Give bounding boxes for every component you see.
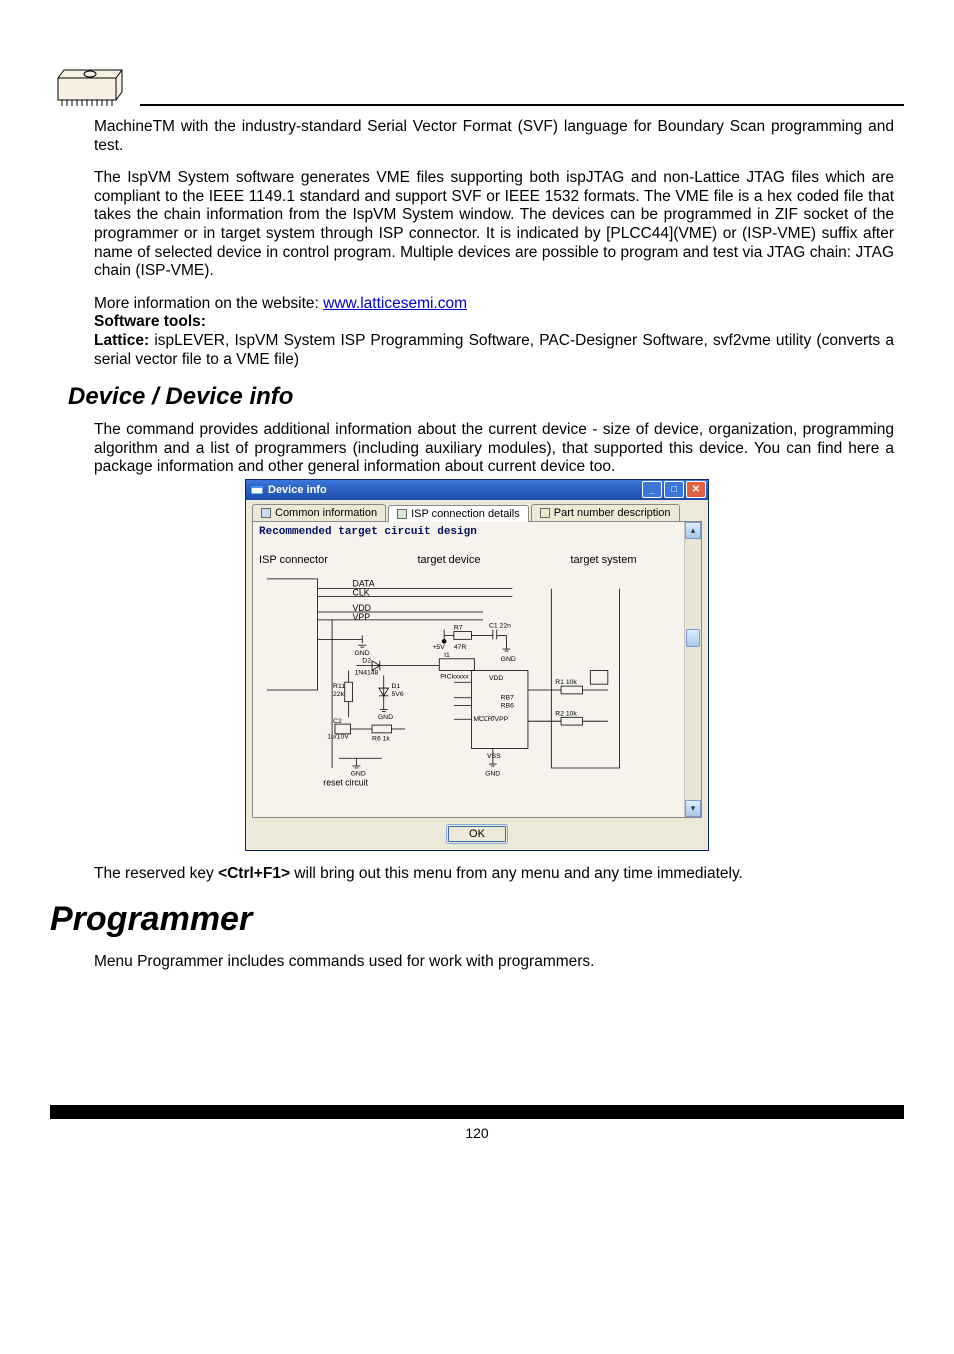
lbl-c1: C1 22n: [489, 623, 511, 630]
lbl-r11: R11: [333, 683, 345, 690]
scroll-track[interactable]: [685, 539, 701, 800]
ok-button[interactable]: OK: [448, 826, 506, 842]
circuit-header-labels: ISP connector target device target syste…: [259, 554, 678, 566]
app-icon: [250, 483, 264, 497]
chip-icon: [50, 60, 130, 110]
lbl-r2: R2 10k: [555, 710, 577, 717]
lbl-vss: VSS: [487, 753, 501, 760]
lattice-label: Lattice:: [94, 332, 149, 349]
titlebar[interactable]: Device info _ □ ✕: [246, 480, 708, 500]
software-tools-label: Software tools:: [94, 313, 206, 330]
label-isp-connector: ISP connector: [259, 554, 369, 566]
more-info-line: More information on the website: www.lat…: [94, 295, 894, 369]
dialog-buttons: OK: [246, 824, 708, 850]
page: MachineTM with the industry-standard Ser…: [0, 0, 954, 1025]
lbl-d2v: 1N4148: [354, 669, 378, 676]
lbl-r6: R6 1k: [372, 736, 390, 743]
header-rule: [140, 104, 904, 106]
tab-label: ISP connection details: [411, 508, 520, 520]
tab-icon: [540, 508, 550, 518]
maximize-button[interactable]: □: [664, 481, 684, 498]
circuit-diagram: DATA CLK VDD VPP GND R7 47R +5V C1 22n G…: [259, 570, 678, 810]
lbl-rb7: RB7: [501, 695, 514, 702]
lbl-r11v: 22k: [333, 691, 345, 698]
lbl-gnd2b: GND: [378, 714, 393, 721]
programmer-body: Menu Programmer includes commands used f…: [94, 953, 894, 972]
lbl-gnd: GND: [354, 650, 369, 657]
programmer-para: Menu Programmer includes commands used f…: [94, 953, 894, 972]
lbl-d1: D1: [392, 683, 401, 690]
lbl-clk: CLK: [353, 587, 370, 597]
section-device-info: Device / Device info: [68, 383, 904, 411]
lattice-link[interactable]: www.latticesemi.com: [323, 295, 467, 312]
scroll-up-button[interactable]: ▴: [685, 522, 701, 539]
lbl-r1: R1 10k: [555, 679, 577, 686]
lbl-mclr: MCLR/VPP: [473, 716, 508, 723]
lbl-vdd2: VDD: [489, 675, 503, 682]
lbl-d1v: 5V6: [392, 691, 404, 698]
para-2: The IspVM System software generates VME …: [94, 169, 894, 281]
lattice-text: ispLEVER, IspVM System ISP Programming S…: [94, 332, 894, 368]
vertical-scrollbar[interactable]: ▴ ▾: [684, 522, 701, 817]
tab-part-number-description[interactable]: Part number description: [531, 504, 680, 521]
lbl-rb6: RB6: [501, 702, 514, 709]
reserved-key-para: The reserved key <Ctrl+F1> will bring ou…: [94, 865, 894, 884]
label-target-system: target system: [529, 554, 678, 566]
tab-isp-connection-details[interactable]: ISP connection details: [388, 505, 529, 522]
lbl-vpp: VPP: [353, 612, 371, 622]
tab-icon: [397, 509, 407, 519]
minimize-button[interactable]: _: [642, 481, 662, 498]
tab-label: Part number description: [554, 507, 671, 519]
lbl-i1v: PICkxxxx: [440, 673, 469, 680]
lbl-r7v: 47R: [454, 644, 467, 651]
tabs: Common information ISP connection detail…: [246, 500, 708, 521]
more-info-label: More information on the website:: [94, 295, 323, 312]
tab-label: Common information: [275, 507, 377, 519]
footer-rule: [50, 1105, 904, 1119]
section-programmer: Programmer: [50, 900, 904, 939]
scroll-down-button[interactable]: ▾: [685, 800, 701, 817]
lbl-c2v: 1u/10V: [327, 734, 349, 741]
para-1: MachineTM with the industry-standard Ser…: [94, 118, 894, 155]
scroll-body: Recommended target circuit design ISP co…: [253, 522, 684, 817]
reserved-key-body: The reserved key <Ctrl+F1> will bring ou…: [94, 865, 894, 884]
lbl-i1: I1: [444, 652, 450, 659]
body: MachineTM with the industry-standard Ser…: [94, 118, 894, 369]
close-button[interactable]: ✕: [686, 481, 706, 498]
lbl-d2: D2: [362, 658, 371, 665]
reserved-key: <Ctrl+F1>: [218, 865, 290, 882]
reserved-pre: The reserved key: [94, 865, 218, 882]
device-info-body: The command provides additional informat…: [94, 421, 894, 477]
reserved-post: will bring out this menu from any menu a…: [290, 865, 743, 882]
lbl-gnd2: GND: [501, 656, 516, 663]
tab-icon: [261, 508, 271, 518]
device-info-para: The command provides additional informat…: [94, 421, 894, 477]
device-info-dialog: Device info _ □ ✕ Common information ISP…: [245, 479, 709, 851]
content-heading: Recommended target circuit design: [259, 526, 678, 538]
lbl-5v: +5V: [432, 644, 445, 651]
tab-common-information[interactable]: Common information: [252, 504, 386, 521]
label-target-device: target device: [369, 554, 529, 566]
dialog-title: Device info: [268, 484, 327, 496]
content-pane: Recommended target circuit design ISP co…: [252, 521, 702, 818]
lbl-r7: R7: [454, 624, 463, 631]
lbl-gnd4: GND: [485, 771, 500, 778]
page-number: 120: [0, 1125, 954, 1141]
lbl-reset: reset circuit: [323, 777, 368, 787]
lbl-c2: C2: [333, 718, 342, 725]
scroll-thumb[interactable]: [686, 629, 700, 647]
page-header: [50, 60, 904, 110]
